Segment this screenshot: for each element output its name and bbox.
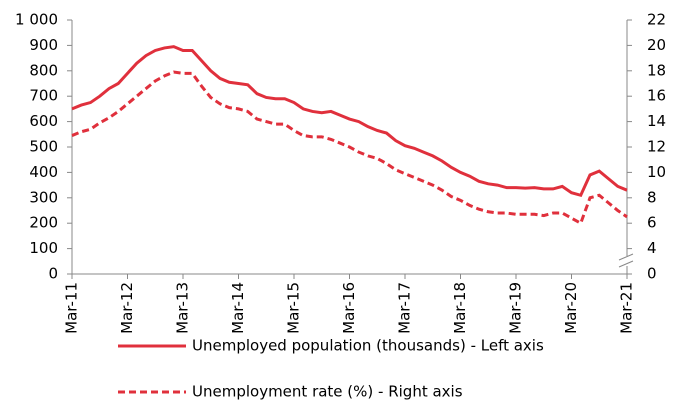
y-tick-label: 100 [29, 239, 58, 257]
y-tick-label: 800 [29, 61, 58, 79]
axis-break-gap [620, 256, 634, 266]
y2-tick-label: 22 [647, 11, 666, 29]
y2-tick-label: 4 [647, 239, 657, 257]
y2-tick-label: 10 [647, 163, 666, 181]
x-tick-label: Mar-14 [229, 282, 247, 334]
x-tick-label: Mar-21 [618, 282, 636, 334]
y2-tick-label: 12 [647, 138, 666, 156]
y-tick-label: 400 [29, 163, 58, 181]
y2-tick-label: 16 [647, 87, 666, 105]
y-tick-label: 0 [48, 265, 58, 283]
y-tick-label: 200 [29, 214, 58, 232]
axis-break [618, 260, 634, 268]
x-tick-label: Mar-11 [63, 282, 81, 334]
x-tick-label: Mar-12 [118, 282, 136, 334]
legend-label: Unemployment rate (%) - Right axis [192, 383, 463, 401]
y-tick-label: 900 [29, 36, 58, 54]
x-tick-label: Mar-18 [451, 282, 469, 334]
x-tick-label: Mar-16 [340, 282, 358, 334]
y-tick-label: 700 [29, 87, 58, 105]
y2-tick-label: 0 [647, 265, 657, 283]
y2-tick-label: 8 [647, 188, 657, 206]
y-tick-label: 500 [29, 138, 58, 156]
y2-tick-label: 6 [647, 214, 657, 232]
x-tick-label: Mar-15 [285, 282, 303, 334]
y-tick-label: 300 [29, 188, 58, 206]
x-tick-label: Mar-17 [396, 282, 414, 334]
x-tick-label: Mar-19 [507, 282, 525, 334]
x-tick-label: Mar-13 [174, 282, 192, 334]
data-line [71, 70, 628, 226]
y2-tick-label: 14 [647, 112, 666, 130]
y2-tick-label: 20 [647, 36, 666, 54]
y-tick-label: 1 000 [15, 11, 58, 29]
axis-break [618, 253, 634, 261]
data-line [71, 45, 628, 198]
legend-label: Unemployed population (thousands) - Left… [192, 337, 544, 355]
y-tick-label: 600 [29, 112, 58, 130]
y2-tick-label: 18 [647, 61, 666, 79]
x-tick-label: Mar-20 [562, 282, 580, 334]
